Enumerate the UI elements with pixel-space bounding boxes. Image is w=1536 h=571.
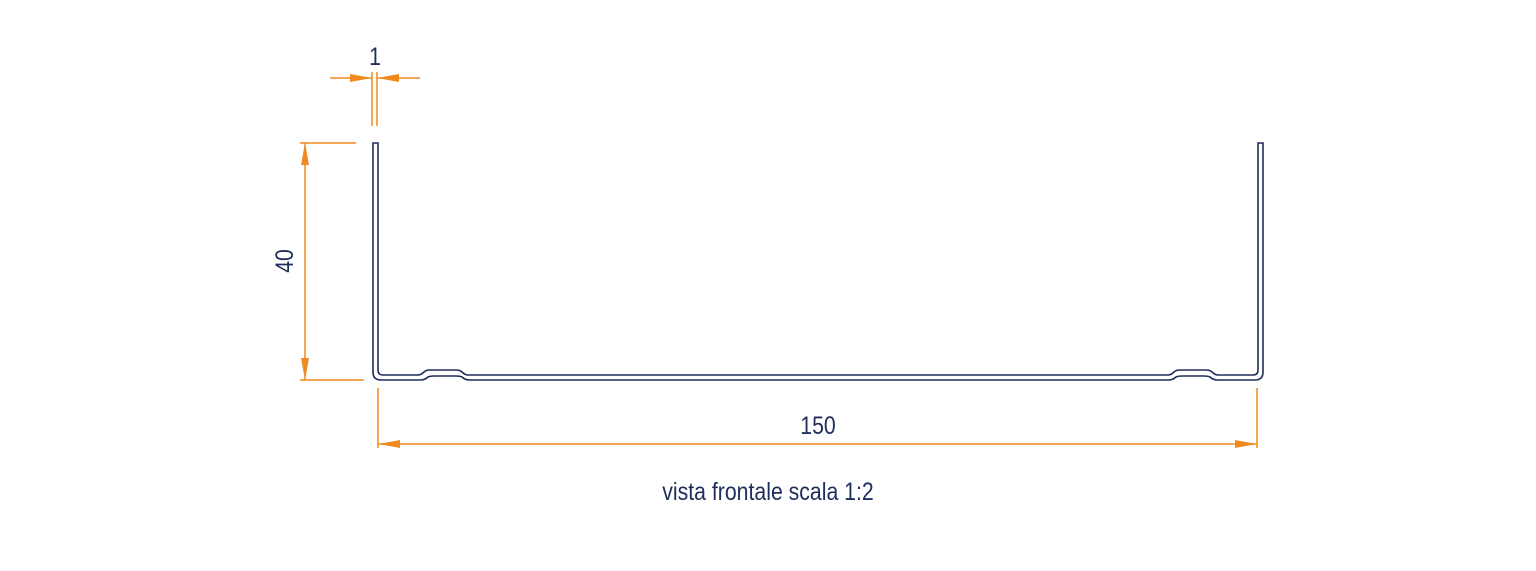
c-channel-profile <box>372 142 1264 381</box>
width-label: 150 <box>800 411 835 439</box>
dimension-width <box>377 388 1258 448</box>
dimension-height <box>300 142 364 381</box>
drawing-caption: vista frontale scala 1:2 <box>662 478 874 506</box>
thickness-label: 1 <box>369 42 381 70</box>
height-label: 40 <box>270 249 298 273</box>
dimension-thickness <box>330 72 420 126</box>
